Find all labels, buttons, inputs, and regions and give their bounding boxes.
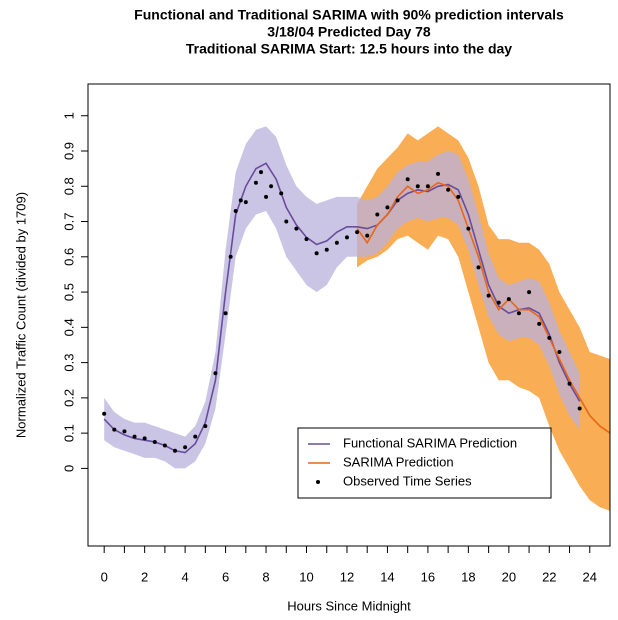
observed-point: [577, 406, 582, 411]
observed-point: [203, 424, 208, 429]
x-tick-label: 0: [101, 569, 108, 584]
chart-title: 3/18/04 Predicted Day 78: [267, 24, 431, 40]
observed-point: [557, 350, 562, 355]
observed-point: [183, 445, 188, 450]
observed-point: [415, 184, 420, 189]
observed-point: [527, 290, 532, 295]
observed-point: [375, 212, 380, 217]
y-axis-label: Normalized Traffic Count (divided by 170…: [13, 192, 28, 438]
observed-point: [496, 300, 501, 305]
x-tick-label: 20: [502, 569, 516, 584]
observed-point: [385, 205, 390, 210]
observed-point: [516, 311, 521, 316]
observed-point: [284, 219, 289, 224]
legend-marker: [316, 480, 320, 484]
observed-point: [122, 429, 127, 434]
observed-point: [486, 293, 491, 298]
observed-point: [314, 251, 319, 256]
observed-point: [476, 265, 481, 270]
observed-point: [466, 226, 471, 231]
x-tick-label: 22: [542, 569, 556, 584]
prediction-band: [357, 126, 610, 511]
legend-label: Functional SARIMA Prediction: [343, 435, 517, 450]
observed-point: [269, 184, 274, 189]
x-tick-label: 2: [141, 569, 148, 584]
chart-title: Functional and Traditional SARIMA with 9…: [134, 7, 564, 23]
observed-point: [112, 427, 117, 432]
observed-point: [324, 247, 329, 252]
observed-point: [446, 187, 451, 192]
observed-point: [567, 381, 572, 386]
series-line: [356, 181, 610, 434]
observed-point: [258, 170, 263, 175]
observed-point: [243, 200, 248, 205]
x-tick-label: 16: [421, 569, 435, 584]
observed-point: [132, 434, 137, 439]
prediction-band: [104, 126, 580, 469]
y-tick-label: 0.6: [61, 248, 76, 266]
observed-point: [425, 184, 430, 189]
legend-box: [297, 427, 552, 499]
observed-point: [193, 434, 198, 439]
x-tick-label: 6: [222, 569, 229, 584]
observed-point: [279, 191, 284, 196]
observed-point: [547, 335, 552, 340]
y-tick-label: 0.5: [61, 283, 76, 301]
observed-point: [152, 439, 157, 444]
y-tick-label: 0.3: [61, 354, 76, 372]
y-tick-label: 0.9: [61, 142, 76, 160]
observed-point: [334, 240, 339, 245]
observed-point: [264, 194, 269, 199]
observed-point: [537, 321, 542, 326]
observed-point: [213, 371, 218, 376]
observed-point: [238, 198, 243, 203]
observed-point: [253, 180, 258, 185]
observed-point: [294, 226, 299, 231]
y-tick-label: 0.1: [61, 424, 76, 442]
y-tick-label: 1: [61, 112, 76, 119]
x-tick-label: 12: [340, 569, 354, 584]
observed-point: [223, 311, 228, 316]
observed-point: [162, 443, 167, 448]
observed-point: [436, 171, 441, 176]
legend-label: Observed Time Series: [343, 473, 472, 488]
x-tick-label: 8: [262, 569, 269, 584]
y-tick-label: 0.8: [61, 177, 76, 195]
observed-point: [506, 297, 511, 302]
plot-area: [102, 126, 610, 511]
observed-point: [228, 254, 233, 259]
observed-point: [395, 198, 400, 203]
x-tick-label: 14: [380, 569, 394, 584]
chart-title: Traditional SARIMA Start: 12.5 hours int…: [186, 41, 512, 57]
x-tick-label: 18: [461, 569, 475, 584]
observed-point: [304, 237, 309, 242]
x-axis-label: Hours Since Midnight: [287, 598, 411, 613]
observed-point: [142, 436, 147, 441]
observed-point: [102, 411, 107, 416]
observed-point: [405, 177, 410, 182]
observed-point: [344, 235, 349, 240]
y-tick-label: 0: [61, 465, 76, 472]
y-tick-label: 0.7: [61, 213, 76, 231]
observed-point: [173, 448, 177, 453]
x-tick-label: 24: [583, 569, 597, 584]
legend-label: SARIMA Prediction: [343, 454, 454, 469]
observed-point: [233, 208, 238, 213]
observed-point: [365, 233, 370, 238]
observed-point: [456, 194, 461, 199]
y-tick-label: 0.2: [61, 389, 76, 407]
observed-point: [355, 230, 360, 235]
y-tick-label: 0.4: [61, 318, 76, 336]
x-tick-label: 4: [181, 569, 188, 584]
x-tick-label: 10: [299, 569, 313, 584]
